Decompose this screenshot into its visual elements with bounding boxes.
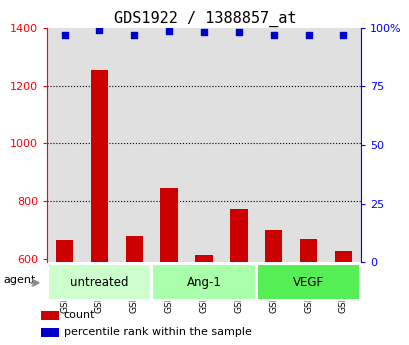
FancyBboxPatch shape <box>152 264 255 300</box>
Bar <box>325 28 360 262</box>
Text: Ang-1: Ang-1 <box>186 276 221 288</box>
Text: percentile rank within the sample: percentile rank within the sample <box>63 327 251 337</box>
Bar <box>151 28 186 262</box>
Bar <box>82 28 117 262</box>
Bar <box>334 250 351 345</box>
Text: VEGF: VEGF <box>292 276 323 288</box>
Bar <box>195 255 212 345</box>
Point <box>235 30 242 35</box>
Point <box>166 28 172 34</box>
Bar <box>56 240 73 345</box>
Point <box>305 32 311 37</box>
Bar <box>41 328 59 337</box>
Bar <box>90 70 108 345</box>
Text: GDS1922 / 1388857_at: GDS1922 / 1388857_at <box>113 10 296 27</box>
Bar <box>160 188 178 345</box>
Bar <box>125 236 143 345</box>
Point <box>61 32 68 37</box>
FancyBboxPatch shape <box>48 264 151 300</box>
Bar <box>117 28 151 262</box>
Point <box>96 27 103 33</box>
FancyBboxPatch shape <box>256 264 359 300</box>
Bar <box>299 239 317 345</box>
Bar <box>256 28 290 262</box>
Bar <box>229 209 247 345</box>
Bar <box>186 28 221 262</box>
Bar <box>47 28 82 262</box>
Bar <box>221 28 256 262</box>
Point <box>131 32 137 37</box>
Point <box>270 32 276 37</box>
Bar <box>41 311 59 320</box>
Text: count: count <box>63 310 95 321</box>
Text: agent: agent <box>4 275 36 285</box>
Point <box>200 30 207 35</box>
Text: untreated: untreated <box>70 276 128 288</box>
Bar <box>290 28 325 262</box>
Bar <box>264 230 282 345</box>
Point <box>339 32 346 37</box>
